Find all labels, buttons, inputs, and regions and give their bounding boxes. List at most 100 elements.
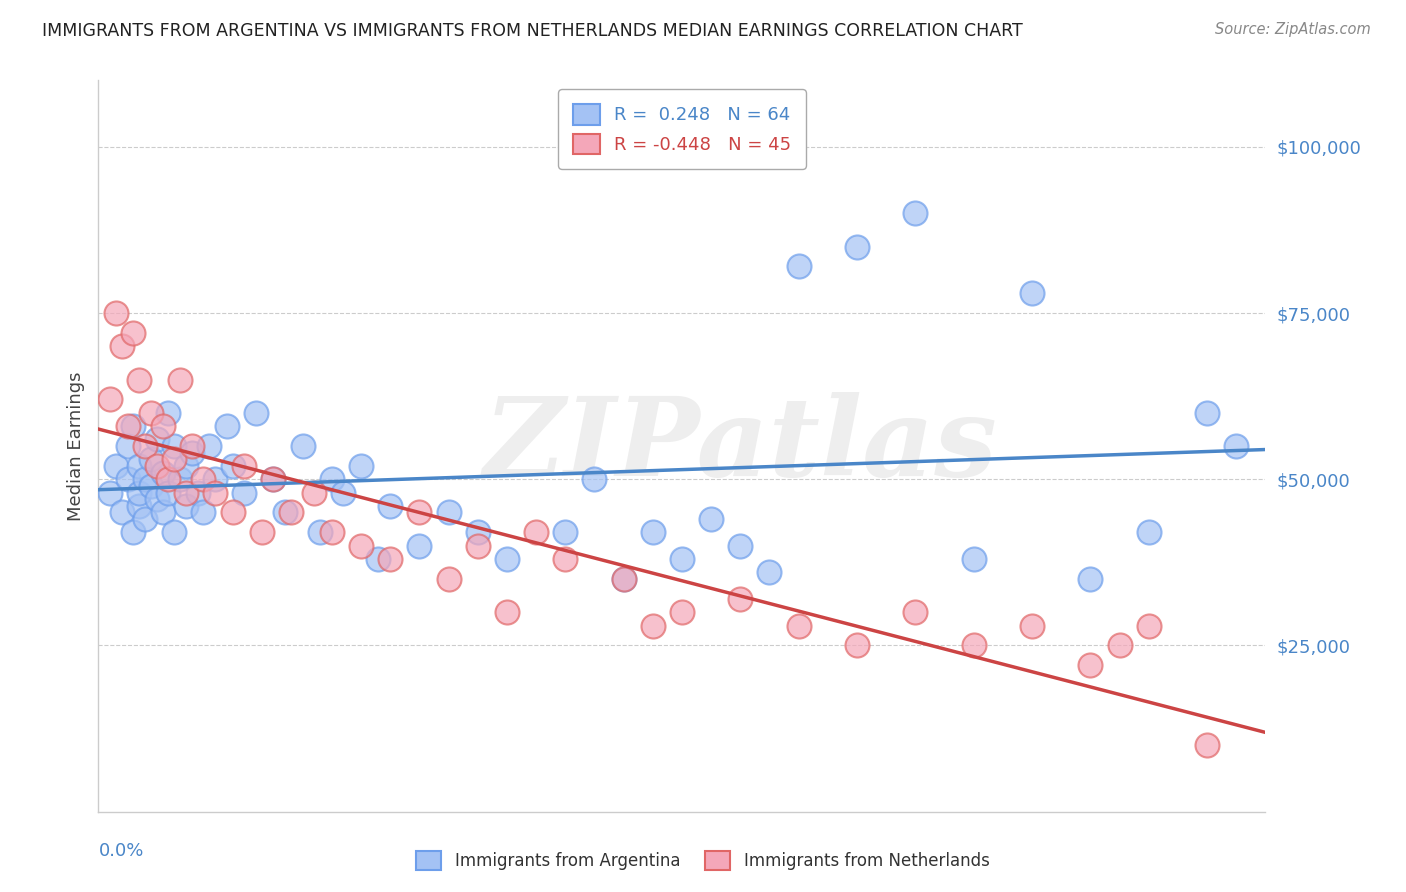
Point	[730, 539, 752, 553]
Point	[583, 472, 606, 486]
Point	[641, 618, 664, 632]
Point	[321, 525, 343, 540]
Point	[193, 472, 215, 486]
Point	[139, 406, 162, 420]
Point	[98, 392, 121, 407]
Point	[904, 206, 927, 220]
Point	[163, 525, 186, 540]
Point	[117, 419, 139, 434]
Point	[612, 572, 634, 586]
Point	[152, 466, 174, 480]
Point	[1021, 618, 1043, 632]
Point	[174, 485, 197, 500]
Point	[380, 552, 402, 566]
Point	[152, 506, 174, 520]
Point	[787, 260, 810, 274]
Point	[367, 552, 389, 566]
Point	[1108, 639, 1130, 653]
Point	[174, 458, 197, 473]
Point	[157, 406, 180, 420]
Point	[152, 419, 174, 434]
Point	[437, 506, 460, 520]
Point	[204, 485, 226, 500]
Point	[111, 339, 134, 353]
Point	[146, 492, 169, 507]
Point	[612, 572, 634, 586]
Point	[291, 439, 314, 453]
Point	[146, 433, 169, 447]
Point	[104, 458, 127, 473]
Point	[128, 485, 150, 500]
Point	[204, 472, 226, 486]
Point	[641, 525, 664, 540]
Point	[408, 539, 430, 553]
Point	[350, 458, 373, 473]
Point	[146, 458, 169, 473]
Point	[169, 472, 191, 486]
Point	[117, 472, 139, 486]
Point	[187, 485, 209, 500]
Point	[554, 525, 576, 540]
Point	[1195, 738, 1218, 752]
Point	[1021, 286, 1043, 301]
Point	[139, 479, 162, 493]
Legend: R =  0.248   N = 64, R = -0.448   N = 45: R = 0.248 N = 64, R = -0.448 N = 45	[558, 89, 806, 169]
Point	[321, 472, 343, 486]
Point	[467, 525, 489, 540]
Point	[128, 372, 150, 386]
Point	[1225, 439, 1247, 453]
Point	[280, 506, 302, 520]
Point	[1080, 658, 1102, 673]
Point	[758, 566, 780, 580]
Point	[122, 326, 145, 340]
Point	[163, 439, 186, 453]
Point	[134, 439, 156, 453]
Text: Source: ZipAtlas.com: Source: ZipAtlas.com	[1215, 22, 1371, 37]
Point	[134, 472, 156, 486]
Point	[198, 439, 221, 453]
Point	[274, 506, 297, 520]
Point	[180, 439, 202, 453]
Point	[174, 499, 197, 513]
Point	[554, 552, 576, 566]
Point	[1137, 525, 1160, 540]
Point	[380, 499, 402, 513]
Point	[962, 639, 984, 653]
Text: ZIPatlas: ZIPatlas	[484, 392, 997, 500]
Point	[846, 239, 869, 253]
Point	[193, 506, 215, 520]
Point	[671, 605, 693, 619]
Point	[304, 485, 326, 500]
Point	[180, 445, 202, 459]
Point	[846, 639, 869, 653]
Point	[233, 458, 256, 473]
Point	[250, 525, 273, 540]
Y-axis label: Median Earnings: Median Earnings	[66, 371, 84, 521]
Point	[134, 512, 156, 526]
Point	[437, 572, 460, 586]
Point	[169, 372, 191, 386]
Point	[128, 458, 150, 473]
Point	[496, 605, 519, 619]
Point	[245, 406, 267, 420]
Point	[163, 452, 186, 467]
Point	[350, 539, 373, 553]
Point	[157, 472, 180, 486]
Legend: Immigrants from Argentina, Immigrants from Netherlands: Immigrants from Argentina, Immigrants fr…	[409, 844, 997, 877]
Point	[1195, 406, 1218, 420]
Point	[262, 472, 284, 486]
Text: 0.0%: 0.0%	[98, 842, 143, 860]
Point	[221, 506, 243, 520]
Point	[730, 591, 752, 606]
Point	[962, 552, 984, 566]
Point	[671, 552, 693, 566]
Point	[700, 512, 723, 526]
Point	[309, 525, 332, 540]
Point	[787, 618, 810, 632]
Point	[139, 452, 162, 467]
Text: IMMIGRANTS FROM ARGENTINA VS IMMIGRANTS FROM NETHERLANDS MEDIAN EARNINGS CORRELA: IMMIGRANTS FROM ARGENTINA VS IMMIGRANTS …	[42, 22, 1024, 40]
Point	[262, 472, 284, 486]
Point	[104, 306, 127, 320]
Point	[408, 506, 430, 520]
Point	[1080, 572, 1102, 586]
